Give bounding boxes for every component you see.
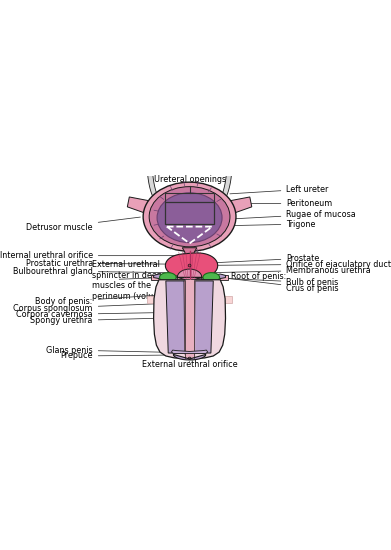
Polygon shape <box>154 280 226 359</box>
Text: Rugae of mucosa: Rugae of mucosa <box>220 210 356 219</box>
Polygon shape <box>215 172 231 206</box>
Polygon shape <box>147 296 232 303</box>
Text: Root of penis:: Root of penis: <box>231 272 286 281</box>
Text: Left ureter: Left ureter <box>230 185 329 194</box>
Ellipse shape <box>188 357 191 359</box>
Polygon shape <box>225 197 252 213</box>
Text: Membranous urethra: Membranous urethra <box>197 266 371 274</box>
Polygon shape <box>187 272 193 277</box>
Polygon shape <box>127 197 154 213</box>
Text: Corpora cavernosa: Corpora cavernosa <box>16 310 161 319</box>
Ellipse shape <box>143 182 236 251</box>
Text: Bulbourethral gland: Bulbourethral gland <box>13 267 165 276</box>
Polygon shape <box>147 172 165 206</box>
Polygon shape <box>184 281 195 354</box>
Text: Bulb of penis: Bulb of penis <box>204 278 339 287</box>
Text: Glans penis: Glans penis <box>46 345 171 355</box>
Polygon shape <box>202 274 226 280</box>
Text: Spongy urethra: Spongy urethra <box>30 316 183 326</box>
Text: Ureteral openings: Ureteral openings <box>154 175 226 184</box>
Bar <box>165 202 213 224</box>
Ellipse shape <box>157 193 222 243</box>
Polygon shape <box>166 281 188 353</box>
Text: Internal urethral orifice: Internal urethral orifice <box>0 251 184 260</box>
Text: Prostate: Prostate <box>217 254 319 263</box>
Text: Orifice of ejaculatory duct: Orifice of ejaculatory duct <box>196 260 391 268</box>
Polygon shape <box>171 350 208 354</box>
Ellipse shape <box>149 186 230 247</box>
Polygon shape <box>151 274 228 280</box>
Text: Prepuce: Prepuce <box>60 351 172 360</box>
Text: Detrusor muscle: Detrusor muscle <box>26 217 140 232</box>
Polygon shape <box>192 281 213 353</box>
Polygon shape <box>173 354 206 360</box>
Text: Trigone: Trigone <box>217 219 316 229</box>
Text: Prostatic urethra: Prostatic urethra <box>25 258 171 268</box>
Text: External urethral
sphincter in deep
muscles of the
perineum (voluntary): External urethral sphincter in deep musc… <box>92 261 178 301</box>
Polygon shape <box>177 269 202 281</box>
Ellipse shape <box>188 264 191 267</box>
Polygon shape <box>154 274 177 280</box>
Text: Peritoneum: Peritoneum <box>234 199 333 208</box>
Text: External urethral orifice: External urethral orifice <box>142 360 237 369</box>
Text: Body of penis:: Body of penis: <box>36 295 160 306</box>
Polygon shape <box>165 253 218 278</box>
Polygon shape <box>203 273 220 282</box>
Text: Corpus spongiosum: Corpus spongiosum <box>13 302 181 313</box>
Polygon shape <box>160 273 176 282</box>
Polygon shape <box>182 248 197 263</box>
Text: Crus of penis: Crus of penis <box>216 277 339 293</box>
